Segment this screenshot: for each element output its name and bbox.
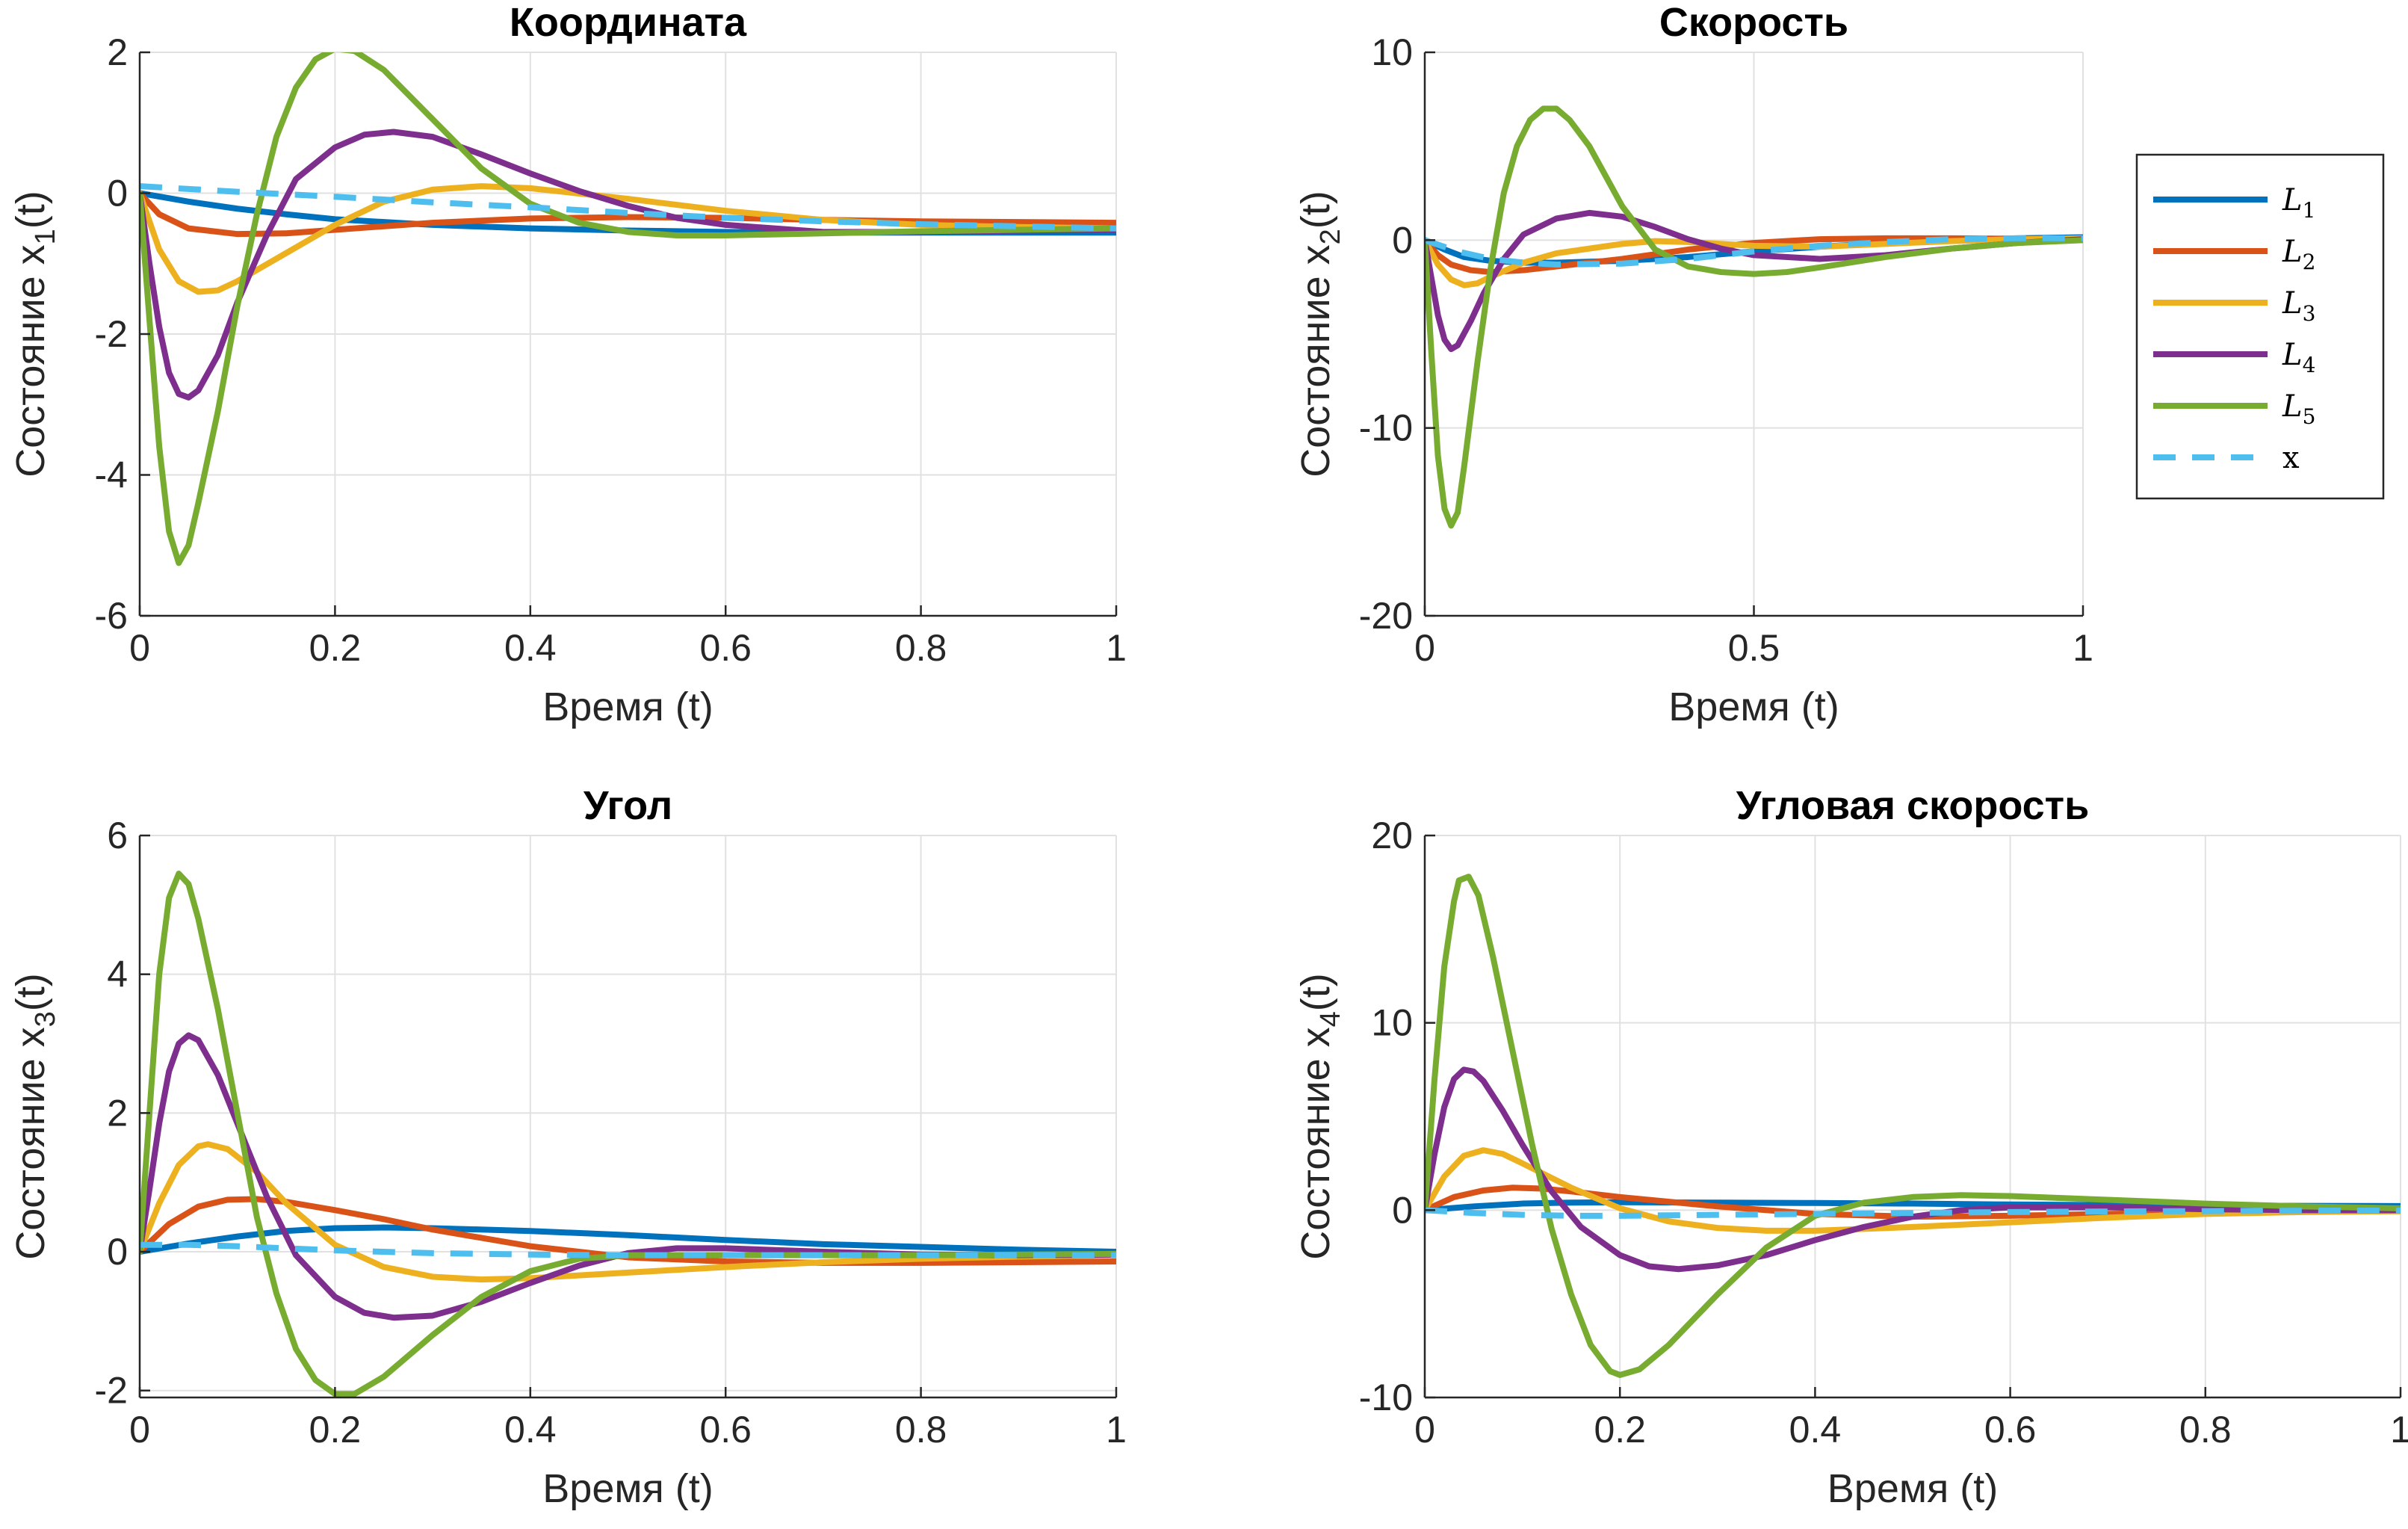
y-tick-label: 6 [107, 815, 128, 856]
series-line-L5 [140, 52, 1116, 566]
x-axis-label: Время (t) [1668, 685, 1839, 729]
y-axis-label: Состояние x1(t) [8, 191, 61, 478]
series-line-L4 [1425, 209, 2083, 353]
x-tick-label: 1 [2073, 627, 2093, 669]
y-tick-label: -4 [95, 454, 128, 496]
y-tick-label: -10 [1359, 407, 1413, 449]
y-tick-label: 0 [1392, 219, 1413, 261]
y-tick-label: 0 [107, 173, 128, 214]
series-line-x [140, 1241, 1116, 1258]
x-tick-label: 0 [129, 627, 150, 669]
x-tick-label: 1 [1106, 627, 1127, 669]
subplot-title: Скорость [1659, 0, 1848, 45]
x-tick-label: 0.6 [699, 1409, 752, 1451]
x-tick-label: 1 [1106, 1409, 1127, 1451]
x-tick-label: 0 [129, 1409, 150, 1451]
series-group [1425, 874, 2401, 1378]
legend-item-L3: L3 [2153, 286, 2315, 326]
x-tick-label: 0.6 [1984, 1409, 2037, 1451]
y-tick-label: 20 [1371, 815, 1413, 856]
x-tick-label: 0.4 [1789, 1409, 1842, 1451]
legend-label: L4 [2282, 338, 2315, 377]
legend-label: L2 [2282, 235, 2315, 274]
legend-item-L4: L4 [2153, 338, 2315, 377]
y-tick-label: 2 [107, 1092, 128, 1134]
legend-label: L5 [2282, 389, 2315, 429]
legend-label: L1 [2282, 183, 2315, 223]
legend-item-L5: L5 [2153, 389, 2315, 429]
series-line-L4 [140, 1032, 1116, 1321]
y-tick-label: 0 [107, 1231, 128, 1273]
subplot-1: 0 0.2 0.4 0.6 0.8 1 -6 -4 -2 0 2 Координата Время (t… [8, 0, 1127, 729]
subplot-title: Угловая скорость [1736, 783, 2090, 828]
legend-item-L2: L2 [2153, 235, 2315, 274]
plot-area [1425, 835, 2401, 1397]
y-tick-label: -6 [95, 595, 128, 637]
legend: L1 L2 L3 L4 L5 x [2135, 153, 2385, 500]
series-line-L1 [140, 1224, 1116, 1255]
series-line-x [140, 183, 1116, 232]
series-line-L5 [140, 871, 1116, 1397]
series-group [140, 871, 1116, 1397]
legend-box [2135, 153, 2385, 500]
series-line-L4 [140, 129, 1116, 401]
x-axis-label: Время (t) [542, 685, 713, 729]
legend-item-x: x [2153, 441, 2300, 475]
y-tick-label: 4 [107, 954, 128, 995]
y-tick-label: 10 [1371, 1002, 1413, 1044]
x-tick-label: 0.8 [2179, 1409, 2232, 1451]
y-tick-label: -2 [95, 1370, 128, 1412]
subplot-title: Координата [510, 0, 747, 45]
y-tick-label: 10 [1371, 31, 1413, 73]
y-axis-label: Состояние x2(t) [1293, 191, 1346, 478]
y-axis-label: Состояние x4(t) [1293, 973, 1346, 1260]
x-tick-label: 0.5 [1728, 627, 1780, 669]
series-line-L5 [1425, 105, 2083, 529]
x-tick-label: 0 [1414, 627, 1435, 669]
x-tick-label: 0.2 [1594, 1409, 1646, 1451]
legend-label: L3 [2282, 286, 2315, 326]
y-tick-label: -10 [1359, 1377, 1413, 1418]
series-group [140, 52, 1116, 566]
x-tick-label: 0.4 [504, 1409, 557, 1451]
x-tick-label: 0 [1414, 1409, 1435, 1451]
series-line-L3 [1425, 1147, 2401, 1234]
series-line-L5 [1425, 874, 2401, 1378]
x-tick-label: 1 [2390, 1409, 2408, 1451]
x-tick-label: 0.8 [895, 1409, 947, 1451]
x-tick-label: 0.8 [895, 627, 947, 669]
series-line-x [1425, 1207, 2401, 1219]
series-line-L3 [140, 1141, 1116, 1283]
subplot-title: Угол [584, 783, 672, 828]
x-tick-label: 0.2 [309, 627, 362, 669]
subplot-2: 0 0.5 1 -20 -10 0 10 Скорость Время (t) Состояние… [1293, 0, 2093, 729]
y-axis-label: Состояние x3(t) [8, 973, 61, 1260]
y-tick-label: 0 [1392, 1189, 1413, 1231]
y-tick-label: -20 [1359, 595, 1413, 637]
legend-label: x [2282, 441, 2300, 475]
y-tick-label: -2 [95, 313, 128, 355]
plot-area [140, 835, 1116, 1397]
x-tick-label: 0.6 [699, 627, 752, 669]
x-tick-label: 0.4 [504, 627, 557, 669]
x-axis-label: Время (t) [1827, 1466, 1998, 1511]
series-group [1425, 105, 2083, 529]
legend-item-L1: L1 [2153, 183, 2315, 223]
series-line-L4 [1425, 1066, 2401, 1273]
y-tick-label: 2 [107, 31, 128, 73]
x-tick-label: 0.2 [309, 1409, 362, 1451]
x-axis-label: Время (t) [542, 1466, 713, 1511]
